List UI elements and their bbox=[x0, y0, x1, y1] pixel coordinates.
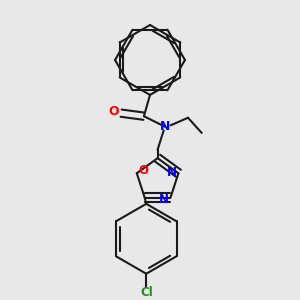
Text: Cl: Cl bbox=[140, 286, 153, 299]
Text: O: O bbox=[108, 105, 119, 118]
Text: N: N bbox=[160, 120, 170, 133]
Text: O: O bbox=[139, 164, 148, 177]
Text: N: N bbox=[159, 193, 169, 206]
Text: N: N bbox=[167, 166, 177, 179]
